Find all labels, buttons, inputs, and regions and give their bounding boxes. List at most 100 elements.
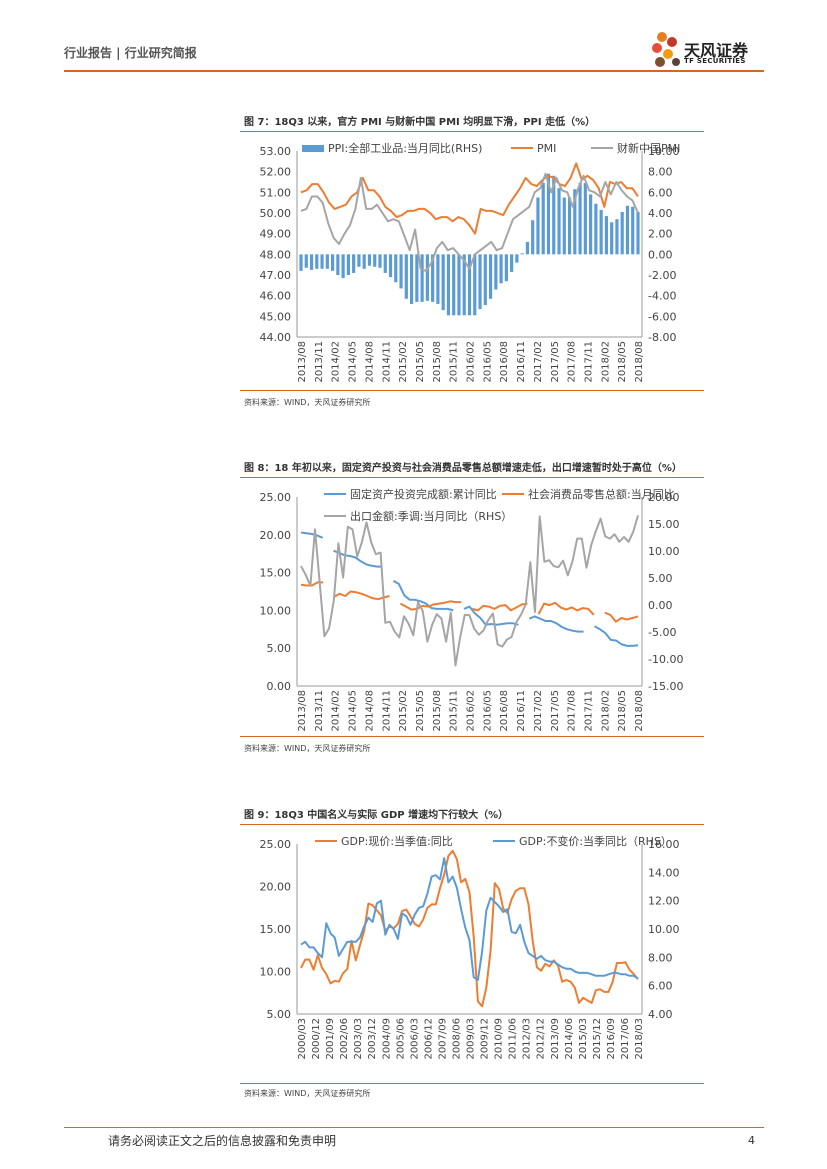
left-axis-tick: 50.00 (260, 207, 292, 220)
x-axis-tick: 2013/11 (314, 690, 325, 731)
left-axis-tick: 25.00 (260, 491, 292, 504)
right-axis-tick: 4.00 (648, 1008, 673, 1021)
x-axis-tick: 2003/12 (367, 1018, 378, 1060)
bar-ppi (367, 254, 372, 266)
x-axis-tick: 2016/05 (482, 690, 493, 731)
right-axis-tick: 10.00 (648, 923, 680, 936)
x-axis-tick: 2018/08 (634, 341, 645, 383)
left-axis-tick: 25.00 (260, 838, 292, 851)
bar-ppi (315, 254, 319, 269)
bar-ppi (625, 205, 630, 255)
right-axis-tick: -8.00 (648, 331, 676, 344)
bar-ppi (488, 254, 493, 299)
left-axis-tick: 46.00 (260, 290, 292, 303)
x-axis-tick: 2017/11 (583, 690, 594, 731)
left-axis-tick: 52.00 (260, 166, 292, 179)
x-axis-tick: 2013/09 (550, 1018, 561, 1060)
bar-ppi (604, 216, 608, 255)
x-axis-tick: 2013/08 (297, 341, 308, 383)
right-axis-tick: 6.00 (648, 980, 673, 993)
x-axis-tick: 2008/06 (451, 1018, 462, 1060)
figure-8-divider (240, 477, 704, 478)
bar-ppi (441, 254, 445, 311)
x-axis-tick: 2016/08 (499, 341, 510, 383)
figure-8-title: 图 8：18 年初以来，固定资产投资与社会消费品零售总额增速走低，出口增速暂时处… (244, 463, 682, 474)
left-axis-tick: 20.00 (260, 881, 292, 894)
bar-ppi (346, 254, 350, 275)
x-axis-tick: 2015/05 (415, 690, 426, 731)
bar-ppi (552, 175, 556, 255)
bar-ppi (431, 254, 435, 302)
bar-ppi (341, 254, 345, 279)
right-axis-tick: 20.00 (648, 491, 680, 504)
left-axis-tick: 0.00 (267, 680, 292, 693)
bar-ppi (394, 254, 398, 283)
chart-figure-8: 25.00 20.00 15.00 10.00 5.00 0.00 20.00 15.00 10… (260, 487, 684, 731)
x-axis-tick: 2014/02 (331, 341, 342, 383)
right-axis-tick: 16.00 (648, 838, 680, 851)
x-axis-tick: 2017/02 (533, 341, 544, 383)
right-axis-tick: 5.00 (648, 572, 673, 585)
x-axis-tick: 2006/03 (409, 1018, 420, 1060)
bar-ppi (436, 254, 440, 304)
x-axis-tick: 2002/06 (339, 1018, 350, 1060)
right-axis-tick: 4.00 (648, 207, 673, 220)
x-axis-tick: 2014/06 (564, 1018, 575, 1060)
bar-ppi (504, 254, 508, 282)
left-axis-tick: 53.00 (260, 145, 292, 158)
chart-figure-7: 53.00 52.00 51.00 50.00 49.00 48.00 47.00 46.00… (260, 141, 681, 383)
x-axis-tick: 2017/05 (550, 341, 561, 383)
bar-ppi (615, 219, 619, 255)
x-axis-tick: 2010/09 (494, 1018, 505, 1060)
right-axis-tick: -5.00 (648, 626, 676, 639)
x-axis-tick: 2016/09 (606, 1018, 617, 1060)
bar-ppi (304, 254, 308, 268)
left-axis-tick: 49.00 (260, 228, 292, 241)
figure-9-source: 资料来源：WIND，天风证券研究所 (244, 1089, 371, 1098)
figure-9-bottom-divider (240, 1083, 704, 1084)
x-axis-tick: 2015/11 (449, 341, 460, 383)
legend-label: GDP:现价:当季值:同比 (341, 834, 453, 848)
bar-ppi (378, 254, 382, 268)
bar-ppi (620, 211, 624, 255)
bar-ppi (457, 254, 461, 316)
bar-ppi (425, 254, 429, 301)
legend-label: PPI:全部工业品:当月同比(RHS) (328, 141, 482, 155)
bar-ppi (536, 197, 540, 255)
bar-ppi (594, 203, 598, 255)
x-axis-tick: 2007/09 (437, 1018, 448, 1060)
left-axis-tick: 15.00 (260, 567, 292, 580)
right-axis-tick: -15.00 (648, 680, 683, 693)
x-axis-tick: 2005/06 (395, 1018, 406, 1060)
right-axis-tick: 10.00 (648, 145, 680, 158)
bar-ppi (336, 254, 340, 275)
bar-ppi (309, 254, 314, 270)
legend-label: 社会消费品零售总额:当月同比 (528, 487, 675, 501)
bar-ppi (636, 211, 640, 255)
x-axis-tick: 2013/08 (297, 690, 308, 731)
x-axis-tick: 2015/03 (578, 1018, 589, 1060)
legend-label: 固定资产投资完成额:累计同比 (350, 487, 497, 501)
x-axis-tick: 2016/11 (516, 690, 527, 731)
left-axis-tick: 51.00 (260, 186, 292, 199)
bar-ppi (546, 173, 551, 255)
bar-ppi (483, 254, 487, 305)
right-axis-tick: 15.00 (648, 518, 680, 531)
x-axis-tick: 2009/03 (466, 1018, 477, 1060)
report-header: 行业报告 | 行业研究简报 (64, 46, 197, 60)
x-axis-tick: 2015/12 (592, 1018, 603, 1060)
bar-ppi (357, 254, 361, 267)
left-axis-tick: 48.00 (260, 248, 292, 261)
bar-ppi (325, 254, 329, 269)
bar-ppi (462, 254, 466, 316)
x-axis-tick: 2018/05 (617, 341, 628, 383)
bar-ppi (589, 194, 593, 255)
series-line-2 (300, 515, 639, 667)
bar-ppi (409, 254, 414, 304)
left-axis-tick: 5.00 (267, 642, 292, 655)
bar-ppi (383, 254, 387, 273)
bar-ppi (499, 254, 503, 284)
figure-8-source: 资料来源：WIND，天风证券研究所 (244, 744, 371, 753)
figure-9-title: 图 9：18Q3 中国名义与实际 GDP 增速均下行较大（%） (244, 810, 509, 821)
right-axis-tick: 6.00 (648, 186, 673, 199)
